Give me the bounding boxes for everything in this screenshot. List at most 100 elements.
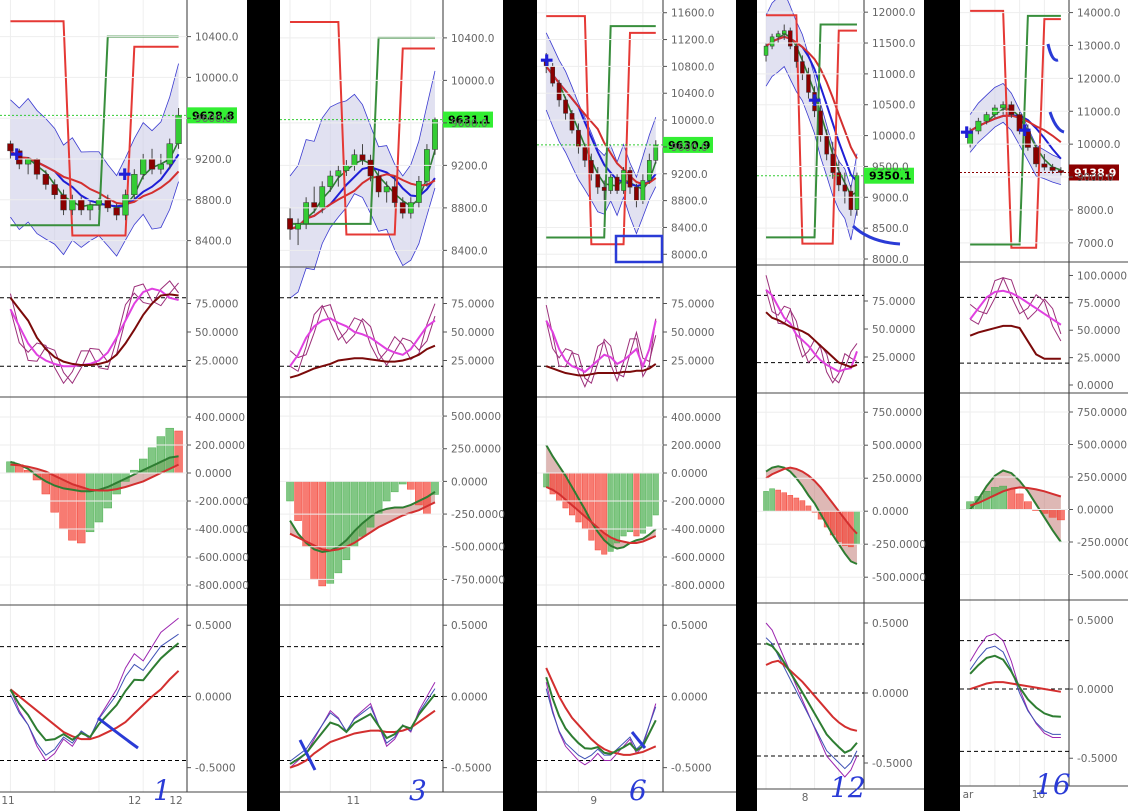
macd-histogram-bar bbox=[366, 481, 375, 528]
candle-body bbox=[653, 144, 659, 161]
candle-body bbox=[327, 175, 334, 187]
highlight-box-drawing bbox=[614, 234, 664, 264]
price-tag: 9631.1 bbox=[448, 114, 490, 127]
x-tick-label: 10 bbox=[1032, 789, 1045, 801]
price-axis-label: 8000.0 bbox=[1077, 205, 1114, 217]
candle-body bbox=[86, 204, 94, 211]
candle-body bbox=[335, 170, 342, 177]
macd-axis-label: 200.0000 bbox=[195, 440, 245, 452]
bollinger-lower bbox=[10, 181, 179, 257]
macd-histogram-bar bbox=[543, 472, 550, 488]
bollinger-band-fill bbox=[290, 70, 435, 299]
price-axis-label: 9000.0 bbox=[872, 192, 909, 204]
osc-mid-line bbox=[9, 642, 180, 742]
stoch-axis-label: 75.0000 bbox=[195, 299, 238, 311]
price-axis-label: 8400.0 bbox=[195, 236, 232, 248]
stop-line-green bbox=[766, 23, 857, 239]
candle-body bbox=[848, 190, 854, 210]
stoch-axis-label: 25.0000 bbox=[1077, 353, 1120, 365]
stoch-k-line bbox=[765, 289, 858, 373]
price-axis-label: 9600.0 bbox=[671, 142, 708, 154]
price-axis-label: 11200.0 bbox=[671, 35, 714, 47]
cross-marker: ✚ bbox=[808, 91, 821, 110]
macd-histogram-bar bbox=[50, 472, 59, 513]
candle-body bbox=[175, 115, 182, 144]
stoch-k-line bbox=[545, 320, 657, 374]
arrow-drawing bbox=[1048, 111, 1065, 134]
cross-marker: ✚ bbox=[540, 51, 553, 70]
candle-body bbox=[781, 30, 787, 35]
price-tag-box bbox=[864, 167, 914, 184]
bollinger-lower bbox=[545, 109, 657, 235]
macd-histogram-bar bbox=[374, 481, 383, 515]
macd-axis-label: -500.0000 bbox=[1077, 570, 1128, 582]
osc-mid-line bbox=[969, 654, 1061, 718]
price-axis-label: 13000.0 bbox=[1077, 40, 1120, 52]
macd-histogram-bar bbox=[633, 472, 640, 537]
macd-histogram-bar bbox=[793, 497, 800, 512]
stoch-axis-label: 25.0000 bbox=[451, 356, 494, 368]
price-axis-label: 14000.0 bbox=[1077, 8, 1120, 20]
trend-line-drawing bbox=[630, 731, 647, 749]
candle-body bbox=[588, 160, 594, 175]
trend-line-drawing bbox=[97, 716, 139, 750]
osc-fast-line bbox=[289, 681, 436, 769]
handwritten-annotation: 6 bbox=[629, 774, 647, 807]
price-axis-label: 12000.0 bbox=[1077, 73, 1120, 85]
price-axis-label: 8000.0 bbox=[872, 254, 909, 266]
candle-body bbox=[140, 158, 147, 175]
stoch-axis-label: 50.0000 bbox=[671, 327, 714, 339]
osc-axis-label: 0.0000 bbox=[1077, 684, 1114, 696]
osc-axis-label: 0.0000 bbox=[451, 691, 488, 703]
price-axis-label: 12000.0 bbox=[872, 7, 915, 19]
macd-axis-label: -250.0000 bbox=[451, 509, 505, 521]
macd-axis-label: 200.0000 bbox=[671, 440, 721, 452]
candle-body bbox=[1016, 114, 1023, 132]
price-axis-label: 11000.0 bbox=[872, 69, 915, 81]
stoch-axis-label: 75.0000 bbox=[872, 296, 915, 308]
x-tick-label: ar bbox=[963, 789, 974, 801]
candle-body bbox=[818, 110, 823, 136]
candle-body bbox=[113, 207, 120, 216]
macd-histogram-bar bbox=[627, 472, 633, 533]
osc-axis-label: 0.5000 bbox=[195, 620, 232, 632]
osc-axis-label: 0.0000 bbox=[195, 691, 232, 703]
stoch-axis-label: 50.0000 bbox=[451, 327, 494, 339]
price-tag: 9630.9 bbox=[668, 139, 710, 152]
candle-body bbox=[601, 186, 607, 191]
candle-body bbox=[51, 184, 58, 195]
stoch-thin-line bbox=[545, 318, 657, 388]
macd-histogram-bar bbox=[94, 472, 104, 523]
macd-signal-line bbox=[10, 463, 180, 492]
candle-body bbox=[60, 194, 67, 211]
ma-red bbox=[765, 35, 858, 160]
macd-histogram-bar bbox=[1007, 488, 1016, 510]
candle-body bbox=[432, 119, 438, 150]
macd-histogram-bar bbox=[156, 436, 166, 474]
stoch-k-line bbox=[969, 289, 1062, 326]
macd-histogram-bar bbox=[836, 510, 842, 542]
price-axis-label: 10000.0 bbox=[451, 75, 494, 87]
macd-histogram-bar bbox=[607, 472, 614, 552]
price-axis-label: 7000.0 bbox=[1077, 238, 1114, 250]
candle-body bbox=[343, 165, 350, 171]
macd-histogram-bar bbox=[310, 481, 318, 580]
price-tag: 9138.9 bbox=[1074, 166, 1116, 179]
osc-fast-line-2 bbox=[765, 637, 858, 770]
handwritten-annotation: 3 bbox=[409, 774, 427, 807]
macd-histogram-bar bbox=[620, 472, 627, 537]
price-axis-label: 11000.0 bbox=[1077, 106, 1120, 118]
osc-slow-line bbox=[765, 659, 858, 732]
candle-body bbox=[122, 194, 129, 216]
candle-body bbox=[295, 223, 301, 230]
macd-axis-label: -500.0000 bbox=[872, 572, 926, 584]
candle-body bbox=[595, 173, 601, 188]
macd-line bbox=[289, 491, 436, 553]
candle-body bbox=[806, 73, 811, 93]
candle-body bbox=[824, 135, 829, 155]
stoch-axis-label: 50.0000 bbox=[195, 327, 238, 339]
price-axis-label: 11500.0 bbox=[872, 38, 915, 50]
chart-panel-3: 9630.9 11600.0 11200.0 10800.0 10400.0 10000.… bbox=[537, 0, 736, 811]
macd-axis-label: 0.0000 bbox=[872, 506, 909, 518]
macd-axis-label: 500.0000 bbox=[1077, 440, 1127, 452]
